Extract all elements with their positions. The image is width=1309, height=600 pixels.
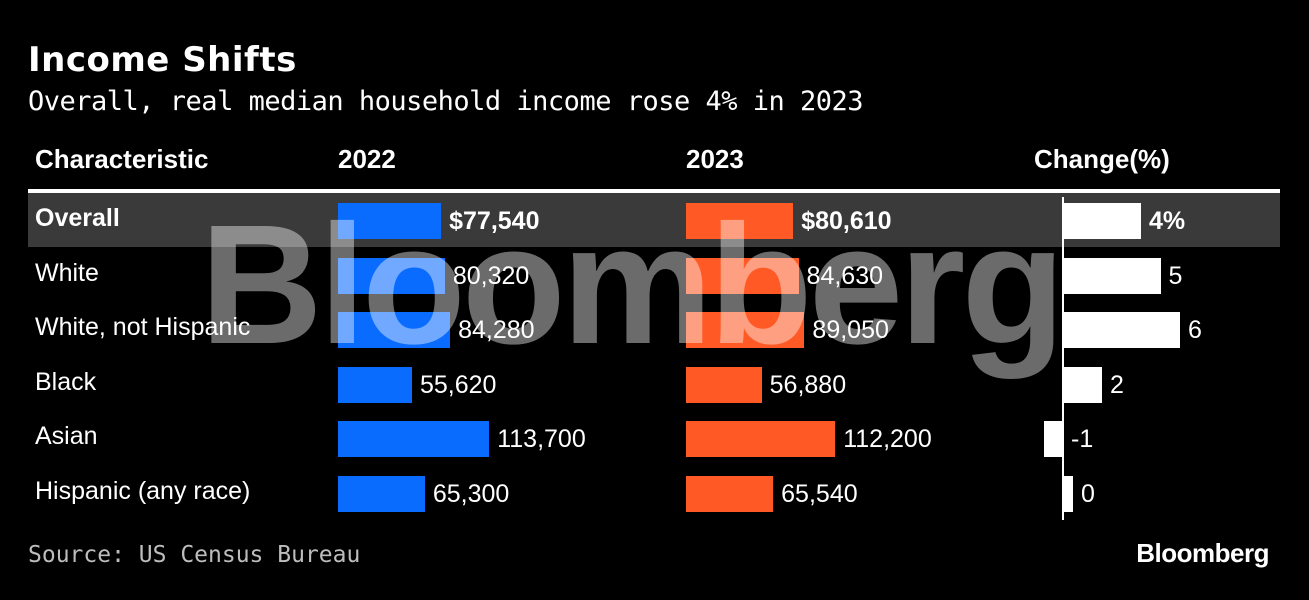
value-change: 0 [1081, 480, 1095, 508]
bar-2022 [338, 312, 451, 349]
value-change: 5 [1168, 261, 1183, 290]
change-zero-axis [1062, 197, 1064, 520]
chart-subtitle: Overall, real median household income ro… [28, 86, 864, 117]
header-2022: 2022 [338, 144, 396, 174]
bar-2023 [686, 203, 794, 239]
value-change: 6 [1188, 316, 1202, 345]
row-label: White [35, 258, 99, 287]
row-label: Black [35, 367, 97, 396]
bar-2023 [686, 257, 799, 294]
row-label: White, not Hispanic [35, 313, 251, 342]
row-label: Hispanic (any race) [35, 477, 251, 505]
value-2022: 80,320 [452, 261, 530, 290]
value-change: -1 [1071, 425, 1094, 454]
bar-2023 [686, 312, 805, 349]
bloomberg-logo: Bloomberg [1136, 538, 1269, 568]
chart-title: Income Shifts [28, 40, 297, 80]
header-change: Change(%) [1034, 144, 1170, 174]
header-characteristic: Characteristic [35, 144, 209, 174]
value-2023: 84,630 [806, 261, 884, 290]
row-label: Asian [35, 422, 98, 451]
value-2022: 113,700 [497, 425, 586, 454]
value-2023: 89,050 [812, 316, 889, 345]
bar-change [1063, 203, 1141, 239]
value-change: 2 [1110, 370, 1124, 399]
bar-change [1063, 476, 1073, 512]
bar-2022 [338, 366, 412, 403]
value-change: 4% [1149, 207, 1186, 235]
bar-2023 [686, 421, 836, 458]
bar-change [1063, 312, 1180, 349]
header-2023: 2023 [686, 144, 744, 174]
value-2022: 84,280 [458, 316, 535, 345]
value-2023: 112,200 [843, 425, 932, 454]
bar-change [1063, 366, 1102, 403]
bar-2023 [686, 476, 774, 512]
value-2022: $77,540 [449, 207, 540, 235]
value-2022: 55,620 [419, 370, 497, 399]
bar-change [1063, 257, 1161, 294]
value-2023: 65,540 [781, 480, 858, 508]
value-2023: 56,880 [769, 370, 847, 399]
value-2022: 65,300 [432, 480, 510, 508]
bar-2022 [338, 421, 490, 458]
source-note: Source: US Census Bureau [28, 542, 361, 568]
bar-change [1043, 421, 1063, 458]
bar-2022 [338, 476, 425, 512]
value-2023: $80,610 [801, 207, 892, 235]
bar-2023 [686, 366, 762, 403]
bar-2022 [338, 257, 445, 294]
row-label: Overall [35, 204, 120, 232]
bar-2022 [338, 203, 442, 239]
header-rule [28, 189, 1280, 193]
